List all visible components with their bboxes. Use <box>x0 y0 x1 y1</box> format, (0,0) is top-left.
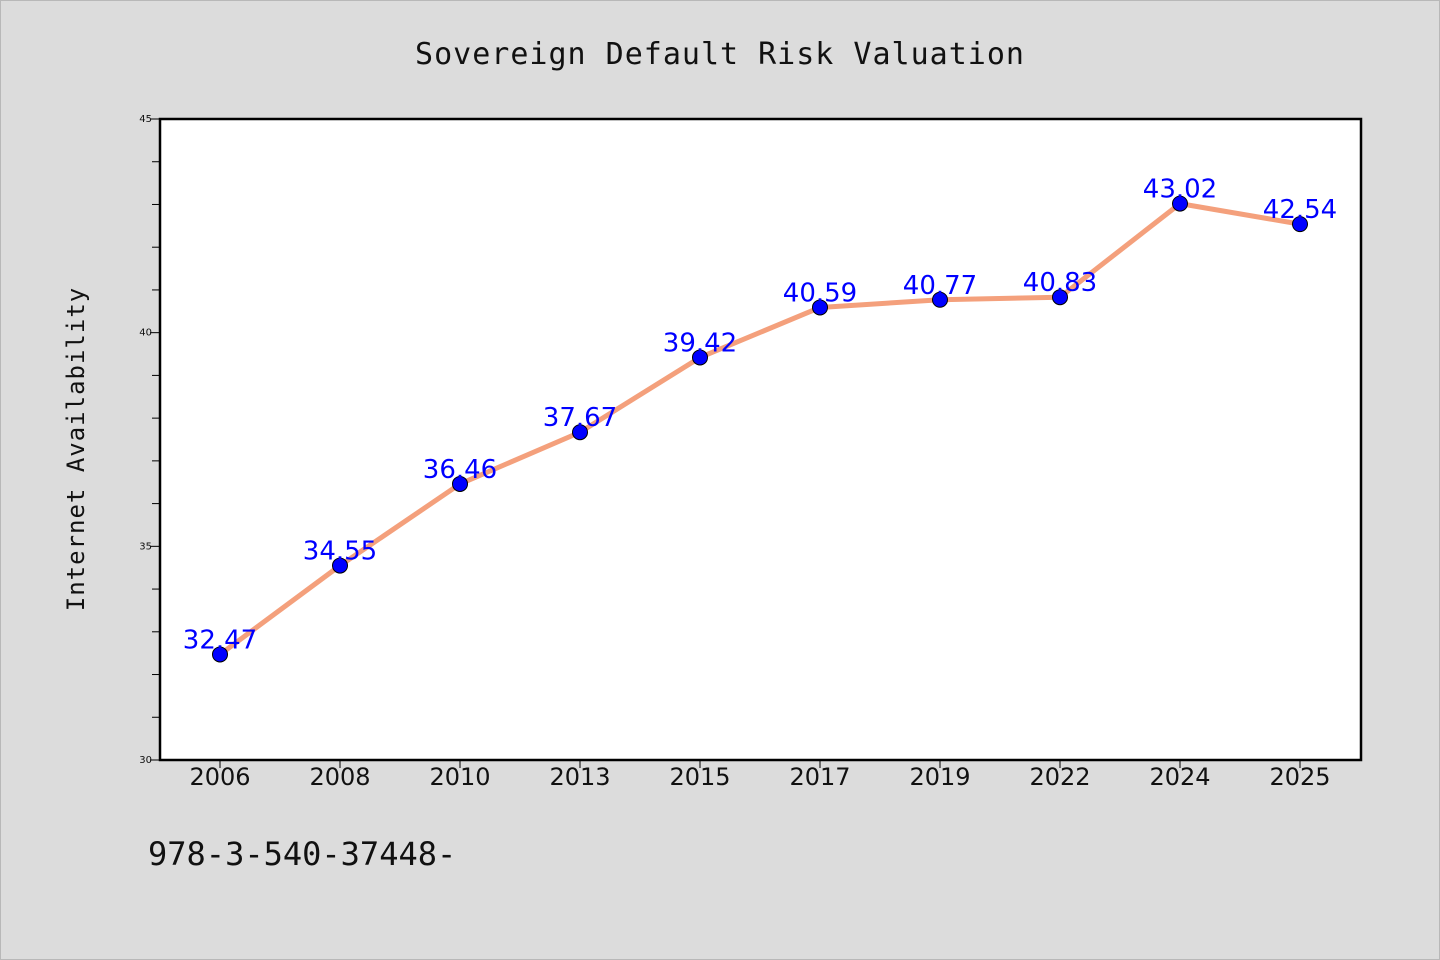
data-point-marker <box>452 475 468 492</box>
plot-area <box>158 117 1363 762</box>
x-tick-label: 2006 <box>189 763 250 791</box>
markers-group <box>212 195 1308 663</box>
data-label: 40.83 <box>1023 268 1097 298</box>
data-label: 36.46 <box>423 455 497 485</box>
data-point-marker <box>692 349 708 366</box>
x-tick-label: 2013 <box>549 763 610 791</box>
y-axis-label: Internet Availability <box>62 287 90 611</box>
x-axis: 2006 2008 2010 2013 2015 2017 2019 2022 2024 2025 <box>189 760 1331 791</box>
data-label: 34.55 <box>303 537 377 567</box>
y-tick-label: 35 <box>139 541 152 552</box>
data-point-marker <box>1172 195 1188 212</box>
data-label: 37.67 <box>543 403 617 433</box>
x-tick-label: 2024 <box>1149 763 1210 791</box>
footer-code: 978-3-540-37448- <box>148 835 456 873</box>
data-point-marker <box>572 424 588 441</box>
x-tick-label: 2022 <box>1029 763 1090 791</box>
data-point-marker <box>332 557 348 574</box>
y-tick-label: 40 <box>139 328 152 339</box>
y-tick-label: 30 <box>139 755 152 766</box>
data-point-marker <box>212 646 228 663</box>
x-tick-label: 2017 <box>789 763 850 791</box>
data-labels-group: 32.47 34.55 36.46 37.67 39.42 40.59 40.77 40.83… <box>183 175 1337 656</box>
data-label: 39.42 <box>663 328 737 358</box>
x-tick-label: 2025 <box>1269 763 1330 791</box>
series-line-group <box>217 201 1303 657</box>
data-label: 40.59 <box>783 278 857 308</box>
data-label: 42.54 <box>1263 195 1337 225</box>
x-tick-label: 2008 <box>309 763 370 791</box>
data-point-marker <box>1292 216 1308 233</box>
data-point-marker <box>1052 289 1068 306</box>
data-point-marker <box>932 291 948 308</box>
x-tick-label: 2010 <box>429 763 490 791</box>
y-tick-label: 45 <box>139 114 152 125</box>
chart-title: Sovereign Default Risk Valuation <box>415 37 1025 72</box>
y-axis: 30 35 40 45 <box>139 114 160 766</box>
data-label: 40.77 <box>903 271 977 301</box>
data-label: 32.47 <box>183 625 257 655</box>
x-tick-label: 2015 <box>669 763 730 791</box>
series-line <box>217 201 1303 657</box>
data-label: 43.02 <box>1143 175 1217 205</box>
data-point-marker <box>812 299 828 316</box>
x-tick-label: 2019 <box>909 763 970 791</box>
